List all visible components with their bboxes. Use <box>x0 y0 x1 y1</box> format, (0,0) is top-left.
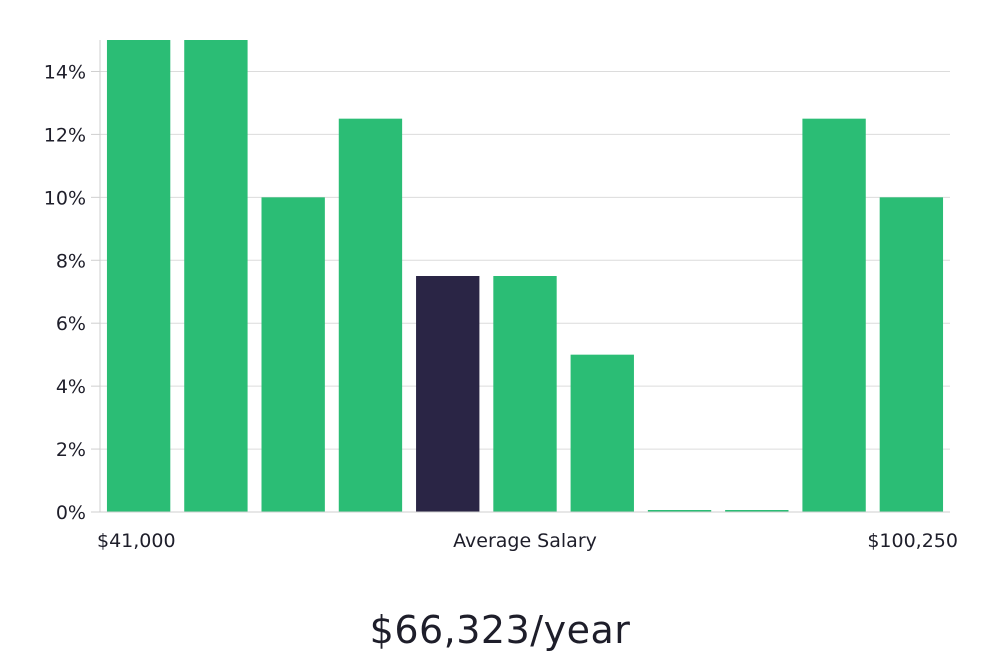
y-tick-label: 14% <box>44 61 86 83</box>
bar <box>184 40 248 512</box>
bar <box>725 510 789 512</box>
x-axis-label: Average Salary <box>453 530 597 552</box>
x-max-label: $100,250 <box>867 530 958 552</box>
axes: 0% 2% 4% 6% 8% 10% 12% 14% <box>44 40 950 524</box>
bar-highlighted <box>416 276 480 512</box>
bar <box>570 354 634 512</box>
x-min-label: $41,000 <box>97 530 176 552</box>
y-tick-label: 10% <box>44 187 86 209</box>
y-tick-label: 12% <box>44 124 86 146</box>
salary-distribution-chart: 0% 2% 4% 6% 8% 10% 12% 14% $41,000 Average Sala… <box>44 40 958 552</box>
bar <box>802 118 866 513</box>
average-salary-value: $66,323/year <box>369 608 631 652</box>
bar <box>338 118 403 513</box>
bar <box>879 197 944 512</box>
y-tick-label: 4% <box>56 376 86 398</box>
bar <box>493 276 557 512</box>
bar <box>261 197 325 512</box>
bars <box>106 40 944 513</box>
bar <box>106 40 171 512</box>
y-tick-label: 0% <box>56 502 86 524</box>
y-tick-label: 2% <box>56 439 86 461</box>
bar <box>647 510 712 512</box>
y-tick-label: 8% <box>56 250 86 272</box>
y-tick-label: 6% <box>56 313 86 335</box>
